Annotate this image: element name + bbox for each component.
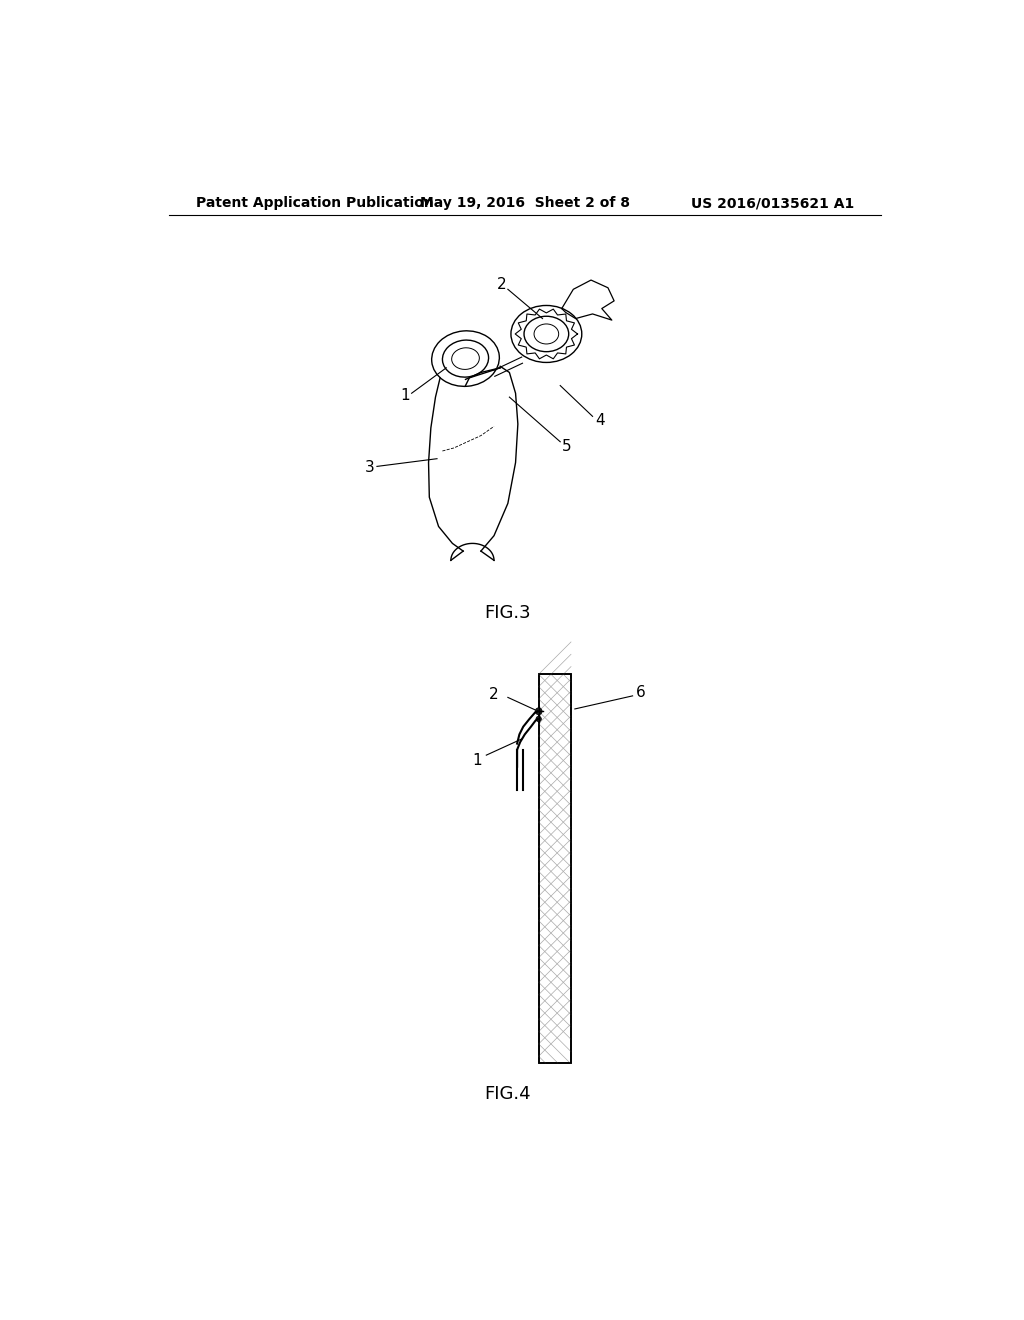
Text: 2: 2 — [497, 277, 507, 292]
Text: 6: 6 — [636, 685, 645, 701]
Text: 5: 5 — [561, 438, 571, 454]
Text: US 2016/0135621 A1: US 2016/0135621 A1 — [691, 197, 854, 210]
Text: 1: 1 — [399, 388, 410, 403]
Bar — [539, 675, 571, 1063]
Text: FIG.3: FIG.3 — [484, 603, 531, 622]
Text: FIG.4: FIG.4 — [484, 1085, 531, 1104]
Circle shape — [536, 717, 542, 722]
Text: 1: 1 — [472, 752, 482, 768]
Text: May 19, 2016  Sheet 2 of 8: May 19, 2016 Sheet 2 of 8 — [420, 197, 630, 210]
Text: 4: 4 — [595, 413, 605, 428]
Circle shape — [536, 708, 542, 714]
Text: 3: 3 — [365, 461, 374, 475]
Text: 2: 2 — [489, 686, 499, 702]
Text: Patent Application Publication: Patent Application Publication — [196, 197, 434, 210]
Bar — [539, 675, 571, 1063]
